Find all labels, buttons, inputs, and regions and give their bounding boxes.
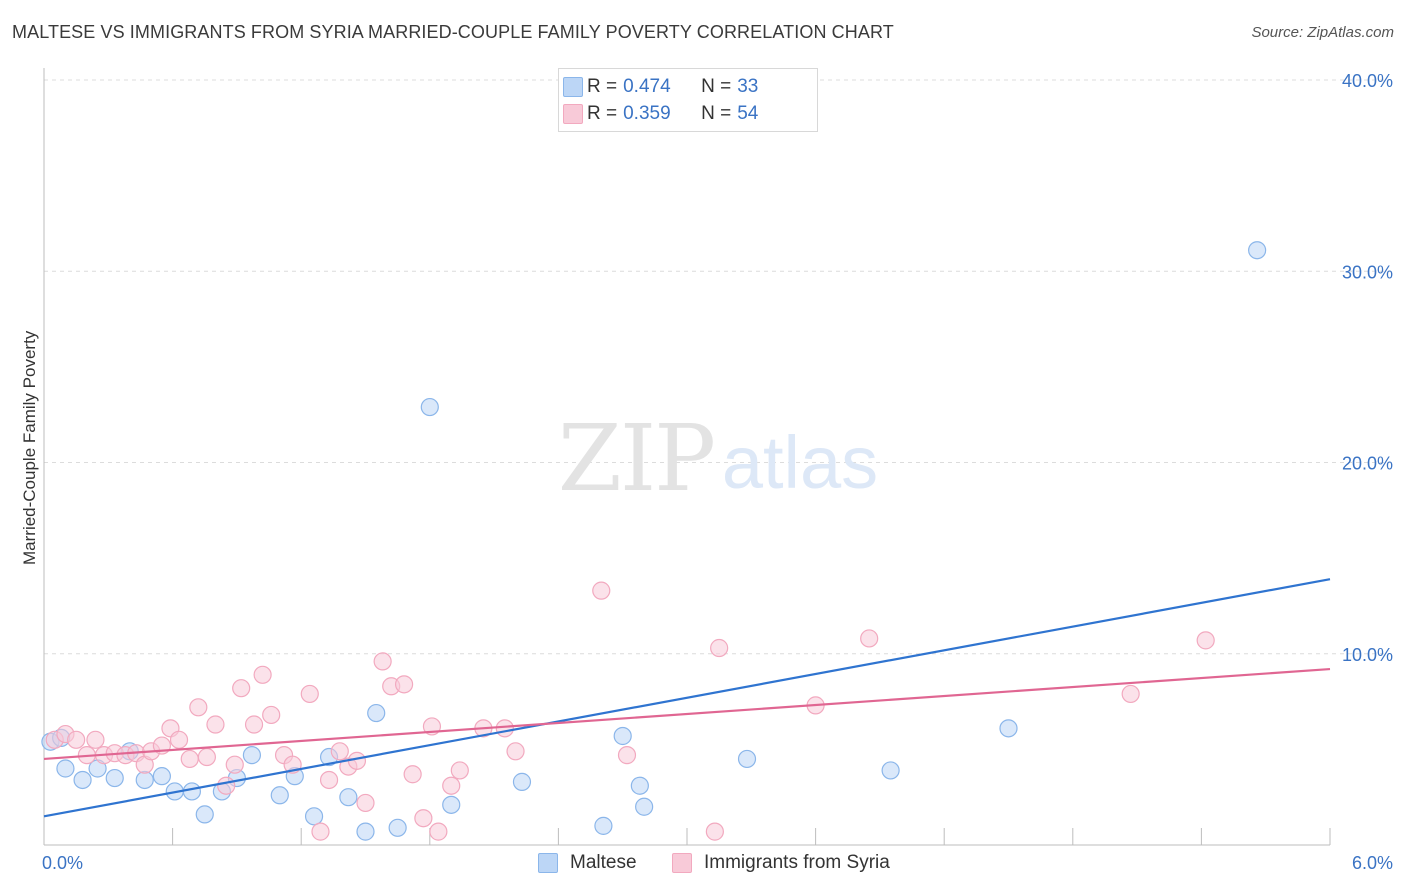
data-point — [1196, 631, 1215, 650]
data-point — [1248, 241, 1267, 260]
data-point — [414, 809, 433, 828]
data-point — [617, 746, 637, 765]
bottom-legend-maltese: Maltese — [538, 852, 637, 874]
data-point — [356, 793, 375, 813]
data-point — [630, 776, 649, 795]
data-point — [388, 818, 407, 837]
data-point — [592, 581, 611, 600]
data-point — [347, 751, 367, 770]
data-point — [330, 742, 349, 761]
data-point — [225, 755, 244, 774]
legend-n-value-syria: 54 — [737, 103, 759, 124]
y-tick-label: 30.0% — [1342, 262, 1393, 282]
data-point — [705, 822, 724, 841]
data-point — [319, 770, 339, 790]
y-axis-label: Married-Couple Family Poverty — [20, 330, 39, 565]
data-point — [242, 746, 262, 765]
watermark-atlas: atlas — [722, 421, 878, 504]
data-point — [442, 795, 461, 814]
data-point — [394, 675, 414, 694]
data-point — [420, 397, 439, 417]
y-tick-label: 40.0% — [1342, 71, 1393, 91]
legend-n-label: N = — [701, 103, 732, 124]
data-point — [152, 767, 171, 786]
bottom-legend-swatch-syria — [672, 853, 692, 873]
data-point — [253, 665, 272, 684]
legend-swatch-maltese — [563, 77, 583, 97]
axes — [43, 68, 1331, 846]
data-point — [403, 765, 422, 784]
legend-row-maltese: R = 0.474 N = 33 — [563, 75, 759, 99]
trend-line-1 — [43, 667, 1331, 761]
data-point — [67, 730, 86, 749]
gridlines — [44, 79, 1390, 655]
data-point — [135, 770, 154, 790]
data-point — [206, 715, 225, 734]
legend-row-syria: R = 0.359 N = 54 — [563, 102, 759, 126]
legend-r-value-maltese: 0.474 — [623, 76, 671, 97]
data-point — [429, 822, 448, 841]
bottom-legend-label-maltese: Maltese — [570, 852, 637, 873]
data-point — [1121, 684, 1140, 704]
y-tick-label: 10.0% — [1342, 645, 1393, 665]
data-point — [169, 730, 189, 749]
x-tick-label: 6.0% — [1352, 853, 1393, 873]
trend-line-0 — [43, 578, 1331, 818]
legend-n-label: N = — [701, 76, 732, 97]
chart-title: MALTESE VS IMMIGRANTS FROM SYRIA MARRIED… — [12, 22, 894, 42]
data-point — [86, 730, 105, 749]
data-point — [356, 822, 375, 841]
data-point — [635, 797, 654, 816]
tick-labels: 10.0% 20.0% 30.0% 40.0% 0.0% 6.0% — [42, 71, 1393, 873]
watermark-zip: ZIP — [558, 405, 714, 512]
legend-r-label: R = — [587, 76, 618, 97]
trend-lines — [43, 578, 1331, 818]
maltese-points — [41, 241, 1267, 841]
data-point — [710, 638, 729, 658]
correlation-legend: R = 0.474 N = 33 R = 0.359 N = 54 — [558, 68, 818, 132]
data-point — [512, 772, 532, 791]
data-point — [613, 726, 632, 746]
data-point — [594, 816, 613, 835]
data-point — [304, 807, 324, 826]
data-point — [442, 776, 461, 795]
legend-swatch-syria — [563, 104, 583, 124]
data-point — [105, 768, 124, 788]
data-point — [860, 629, 879, 648]
legend-n-value-maltese: 33 — [737, 76, 759, 97]
data-point — [311, 822, 330, 841]
data-point — [495, 719, 514, 738]
data-point — [270, 786, 289, 805]
data-point — [195, 805, 214, 824]
bottom-legend-syria: Immigrants from Syria — [672, 852, 890, 874]
data-point — [217, 776, 236, 795]
data-point — [244, 715, 264, 734]
data-point — [450, 761, 469, 780]
bottom-legend-swatch-maltese — [538, 853, 558, 873]
data-point — [999, 719, 1018, 738]
data-point — [232, 679, 251, 698]
data-point — [262, 705, 281, 725]
data-point — [180, 749, 199, 769]
y-tick-label: 20.0% — [1342, 454, 1393, 474]
data-point — [300, 684, 319, 704]
legend-r-label: R = — [587, 103, 618, 124]
bottom-legend-label-syria: Immigrants from Syria — [704, 852, 890, 873]
legend-r-value-syria: 0.359 — [623, 103, 671, 124]
chart-source: Source: ZipAtlas.com — [1251, 24, 1394, 41]
data-point — [737, 749, 757, 769]
data-point — [881, 761, 900, 780]
data-point — [506, 742, 525, 761]
x-tick-label: 0.0% — [42, 853, 83, 873]
data-point — [373, 652, 392, 671]
syria-points — [45, 581, 1215, 841]
data-point — [197, 747, 216, 767]
data-point — [182, 782, 201, 801]
data-point — [73, 770, 92, 790]
data-point — [339, 788, 358, 807]
data-point — [367, 703, 386, 723]
data-point — [189, 698, 208, 717]
data-point — [56, 759, 75, 778]
